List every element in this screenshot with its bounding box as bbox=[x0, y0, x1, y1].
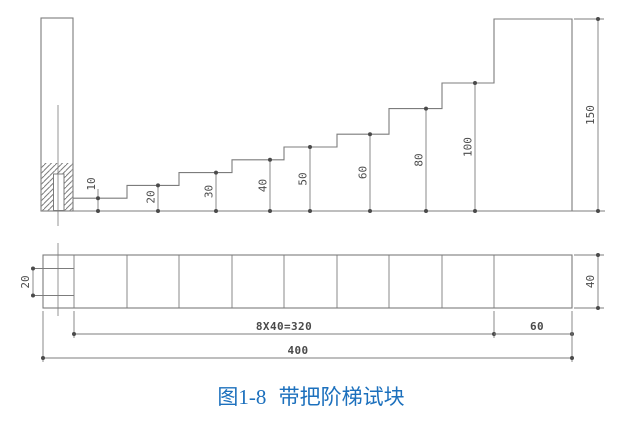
dim-label-100: 100 bbox=[462, 137, 475, 157]
dim-label-handle-20: 20 bbox=[19, 275, 32, 288]
dim-width-40: 40 bbox=[574, 253, 604, 310]
dim-150: 150 bbox=[574, 17, 604, 213]
dim-handle-20: 20 bbox=[19, 266, 35, 298]
dim-label-20: 20 bbox=[145, 190, 158, 203]
dim-80: 80 bbox=[413, 106, 428, 213]
front-view: 10 20 30 40 50 60 80 bbox=[40, 17, 605, 226]
dim-steps-320: 8X40=320 bbox=[72, 311, 496, 338]
dim-label-30: 30 bbox=[203, 185, 216, 198]
handle-slot bbox=[53, 173, 65, 211]
dim-total-400: 400 bbox=[41, 311, 574, 362]
dim-50: 50 bbox=[297, 145, 312, 213]
handle-edge-lines bbox=[33, 268, 74, 296]
dim-label-steps-320: 8X40=320 bbox=[256, 320, 312, 333]
dim-label-80: 80 bbox=[413, 153, 426, 166]
dim-100: 100 bbox=[462, 81, 477, 213]
dim-10: 10 bbox=[85, 177, 100, 213]
dim-label-50: 50 bbox=[297, 172, 310, 185]
dim-label-width-40: 40 bbox=[584, 275, 597, 288]
dim-30: 30 bbox=[203, 170, 218, 213]
dim-label-10: 10 bbox=[85, 177, 98, 190]
dim-label-40: 40 bbox=[257, 179, 270, 192]
dim-label-60: 60 bbox=[357, 166, 370, 179]
dim-60: 60 bbox=[357, 132, 372, 213]
plan-view: 20 8X40=320 60 400 40 bbox=[19, 243, 604, 362]
dim-20: 20 bbox=[145, 183, 160, 213]
figure-caption: 图1-8 带把阶梯试块 bbox=[217, 385, 405, 409]
dim-label-total-400: 400 bbox=[287, 344, 308, 357]
dim-label-end-60: 60 bbox=[530, 320, 544, 333]
bar-outline bbox=[42, 254, 573, 309]
step-profile bbox=[73, 18, 573, 211]
dim-label-150: 150 bbox=[584, 105, 597, 125]
dim-40: 40 bbox=[257, 157, 272, 213]
dim-end-60: 60 bbox=[494, 320, 574, 336]
cell-division-lines bbox=[73, 255, 495, 308]
